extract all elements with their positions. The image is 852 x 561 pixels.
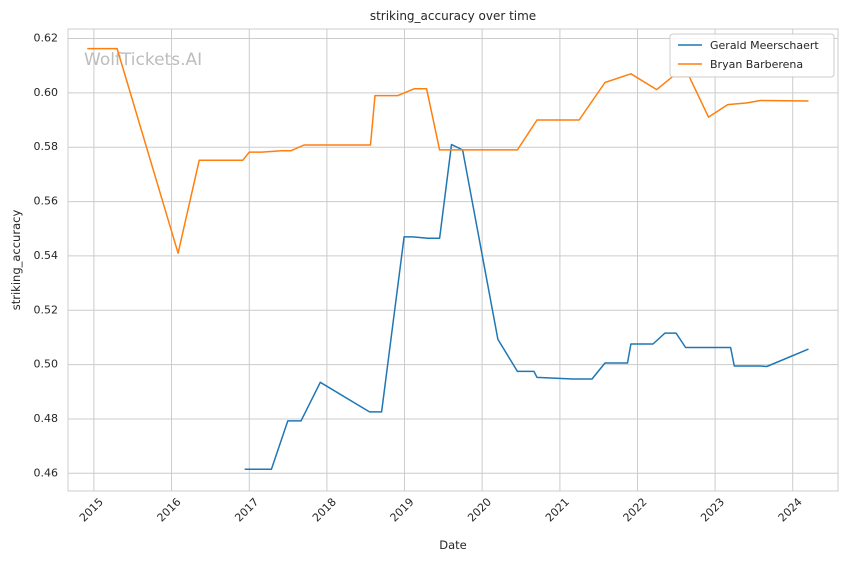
legend-label-bryan-barberena: Bryan Barberena (710, 58, 803, 71)
watermark: WolfTickets.AI (84, 50, 202, 70)
y-tick-label: 0.48 (34, 412, 59, 425)
legend: Gerald Meerschaert Bryan Barberena (669, 33, 835, 78)
legend-label-gerald-meerschaert: Gerald Meerschaert (710, 39, 819, 52)
y-tick-label: 0.50 (34, 358, 59, 371)
y-axis-label: striking_accuracy (9, 210, 23, 311)
chart-title: striking_accuracy over time (370, 9, 536, 23)
y-tick-label: 0.62 (34, 32, 59, 45)
x-axis-label: Date (439, 538, 467, 552)
y-tick-label: 0.46 (34, 466, 59, 479)
y-tick-label: 0.54 (34, 249, 59, 262)
plot-frame (67, 28, 839, 492)
series-lines (87, 47, 809, 471)
y-ticks: 0.46 0.48 0.50 0.52 0.54 0.56 0.58 0.60 0.62 (34, 32, 59, 480)
legend-box (669, 33, 835, 78)
series-line-bryan-barberena (87, 47, 809, 254)
y-tick-label: 0.52 (34, 303, 59, 316)
y-tick-label: 0.56 (34, 195, 59, 208)
y-tick-label: 0.58 (34, 140, 59, 153)
y-tick-label: 0.60 (34, 86, 59, 99)
series-line-gerald-meerschaert (244, 143, 809, 471)
